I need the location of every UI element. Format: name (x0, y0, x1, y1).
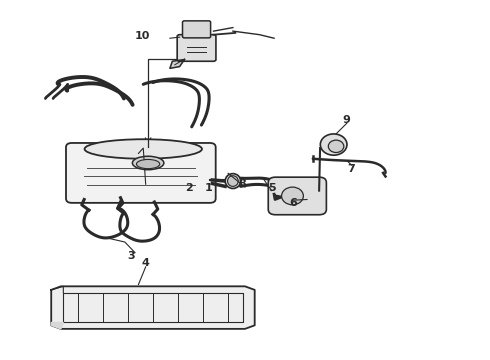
Text: 7: 7 (348, 165, 355, 174)
Text: 6: 6 (290, 198, 297, 208)
FancyBboxPatch shape (66, 143, 216, 203)
Text: 2: 2 (185, 183, 193, 193)
Ellipse shape (225, 174, 241, 189)
Text: 5: 5 (268, 183, 275, 193)
Ellipse shape (282, 187, 303, 205)
Polygon shape (51, 286, 255, 329)
Ellipse shape (85, 139, 202, 159)
Ellipse shape (320, 134, 347, 155)
Text: 9: 9 (343, 115, 351, 125)
Text: 4: 4 (142, 258, 149, 268)
FancyBboxPatch shape (177, 35, 216, 61)
Text: 10: 10 (135, 31, 150, 41)
Polygon shape (170, 59, 184, 68)
FancyBboxPatch shape (268, 177, 326, 215)
Ellipse shape (137, 159, 160, 168)
FancyBboxPatch shape (182, 21, 211, 38)
Ellipse shape (328, 140, 344, 153)
Text: 8: 8 (239, 179, 246, 189)
Polygon shape (51, 323, 63, 329)
Ellipse shape (227, 176, 238, 186)
Text: 3: 3 (127, 251, 135, 261)
Ellipse shape (132, 156, 164, 170)
Text: 1: 1 (205, 183, 213, 193)
